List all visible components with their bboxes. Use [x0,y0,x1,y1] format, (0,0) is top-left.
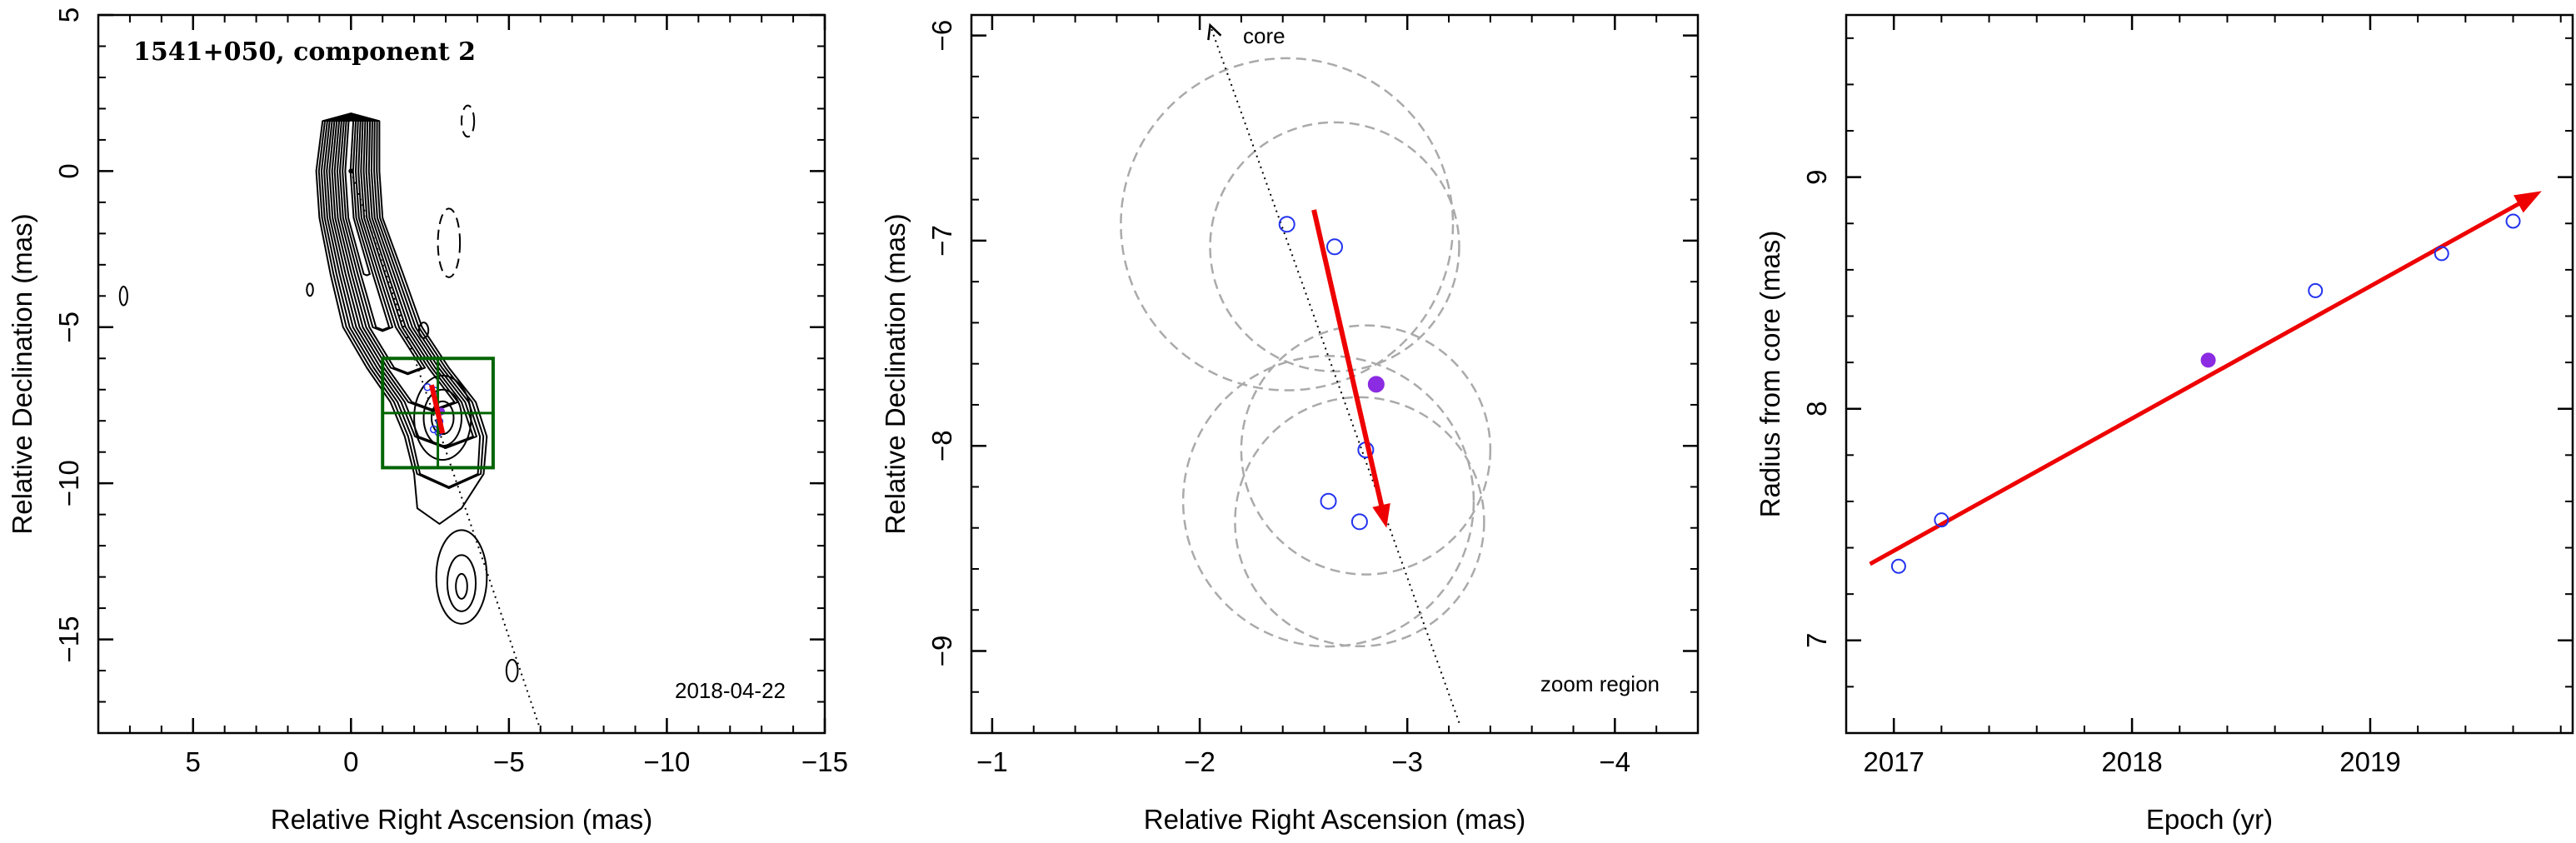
map-title: 1541+050, component 2 [133,37,476,67]
map-x-axis-title: Relative Right Ascension (mas) [271,804,653,835]
zoom-x-ticks: −1 −2 −3 −4 [976,15,1699,777]
zoom-y-tick-label: −8 [926,430,957,461]
map-x-tick-label: −15 [801,746,848,777]
panel-zoom: −1 −2 −3 −4 −6 −7 −8 −9 core zoom region Relat… [880,13,1700,835]
radius-x-tick-label: 2018 [2101,746,2162,777]
radius-open-marker [1934,512,1949,528]
zoom-uncertainty-circle [1209,121,1460,373]
map-contour-level [326,115,474,448]
zoom-core-arrowhead [1207,22,1222,41]
map-isolated-contour [417,322,430,339]
radius-open-marker [2434,246,2449,262]
map-x-tick-label: −5 [493,746,525,777]
radius-x-tick-label: 2019 [2339,746,2400,777]
radius-x-tick-label: 2017 [1863,746,1924,777]
radius-open-marker [2505,213,2521,229]
map-x-tick-label: 0 [343,746,358,777]
map-motion-vector [429,384,446,434]
map-isolated-contour [505,658,519,683]
map-epoch-label: 2018-04-22 [675,678,786,703]
map-contour-level [315,112,488,525]
zoom-uncertainty-circle [1181,355,1475,648]
radius-open-marker [2308,282,2324,298]
map-contour-level [339,118,394,332]
map-knot-contour [422,388,463,447]
zoom-x-tick-label: −4 [1600,746,1631,777]
zoom-motion-vector [1311,209,1385,512]
zoom-component-markers [1278,216,1385,531]
zoom-region-label: zoom region [1540,671,1660,696]
radius-y-tick-label: 9 [1801,169,1832,184]
map-contour-level [320,113,482,488]
zoom-filled-marker [1367,376,1385,393]
map-direction-line [350,171,543,733]
map-y-ticks: 5 0 −5 −10 −15 [53,7,825,734]
map-isolated-contour [118,286,128,307]
zoom-core-label: core [1243,23,1286,48]
map-isolated-contour [435,529,488,625]
zoom-frame [970,13,1700,735]
zoom-x-tick-label: −1 [976,746,1008,777]
radius-y-axis-title: Radius from core (mas) [1755,231,1785,518]
radius-fit-line [1869,197,2527,566]
map-negative-contour [461,104,476,138]
map-x-tick-label: 5 [186,746,201,777]
radius-markers [1890,213,2521,574]
map-x-tick-label: −10 [643,746,690,777]
zoom-uncertainty-circle [1120,57,1455,392]
map-contour-level [317,112,485,490]
map-isolated-contour [455,572,468,600]
zoom-y-tick-label: −9 [926,636,957,667]
zoom-x-axis-title: Relative Right Ascension (mas) [1144,804,1526,835]
zoom-open-marker [1278,216,1295,233]
zoom-x-tick-label: −2 [1184,746,1216,777]
zoom-y-tick-label: −6 [926,20,957,52]
map-y-tick-label: −15 [53,616,84,663]
map-y-tick-label: 5 [53,7,84,22]
map-plot-area [118,104,543,733]
map-x-ticks: 5 0 −5 −10 −15 [97,15,848,777]
radius-y-tick-label: 8 [1801,402,1832,417]
zoom-y-tick-label: −7 [926,225,957,257]
zoom-core-direction-line [1209,24,1460,724]
zoom-uncertainty-circles [1120,57,1492,648]
map-contour-level [333,117,427,376]
radius-x-axis-title: Epoch (yr) [2146,804,2273,835]
radius-fit-arrowhead [2514,191,2542,213]
map-contour-level [336,117,422,374]
zoom-y-ticks: −6 −7 −8 −9 [926,20,1698,734]
zoom-x-tick-label: −3 [1391,746,1423,777]
map-isolated-contour [446,554,477,612]
map-frame [97,13,826,735]
zoom-open-marker [1326,238,1343,256]
panel-radius: 2017 2018 2019 7 8 9 Epoch (yr) Radius from … [1755,13,2574,835]
map-negative-contour [437,207,462,278]
radius-filled-marker [2200,352,2216,368]
radius-y-ticks: 7 8 9 [1801,37,2573,734]
map-y-tick-label: −5 [53,312,84,343]
map-y-tick-label: −10 [53,460,84,506]
map-knot-contour [430,400,455,436]
map-y-tick-label: 0 [53,163,84,178]
radius-x-ticks: 2017 2018 2019 [1845,15,2562,777]
zoom-uncertainty-circle [1234,396,1485,648]
radius-y-tick-label: 7 [1801,633,1832,648]
zoom-motion-arrowhead [1372,502,1390,528]
map-contour-level [344,119,371,277]
zoom-open-marker [1350,513,1368,531]
map-contours [118,104,519,683]
map-isolated-contour [306,282,314,297]
zoom-y-axis-title: Relative Declination (mas) [880,213,911,534]
map-y-axis-title: Relative Declination (mas) [7,213,37,534]
panel-map: 5 0 −5 −10 −15 5 0 −5 −10 −15 1541+050, componen… [7,7,848,835]
map-knot-contour [413,374,472,461]
zoom-open-marker [1320,492,1337,510]
zoom-uncertainty-circle [1240,324,1492,576]
radius-plot-area [1869,191,2542,574]
radius-frame [1845,13,2574,735]
zoom-plot-area [1120,22,1492,724]
radius-open-marker [1890,558,1906,574]
